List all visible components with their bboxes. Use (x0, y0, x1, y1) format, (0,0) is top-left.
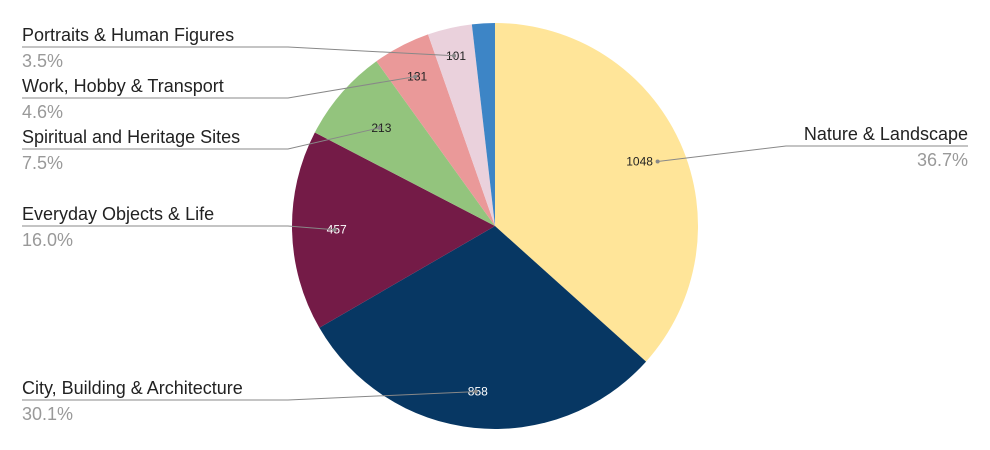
leader-line-portraits-and-human-figures (22, 46, 455, 57)
pie-slice-city-building-and-architecture (319, 226, 647, 429)
pie-slice-spiritual-and-heritage-sites (314, 61, 495, 226)
slice-value-portraits-and-human-figures: 101 (446, 49, 466, 63)
slice-label-city-building-and-architecture: City, Building & Architecture (22, 378, 243, 398)
leader-dot-spiritual-and-heritage-sites (377, 125, 382, 130)
leader-line-everyday-objects-and-life (22, 225, 335, 231)
leader-dot-work-hobby-and-transport (413, 74, 418, 79)
leader-line-city-building-and-architecture (22, 391, 476, 401)
pie-slice-other (471, 22, 495, 226)
leader-dot-portraits-and-human-figures (452, 53, 456, 58)
leader-line-work-hobby-and-transport (22, 76, 416, 99)
slice-value-city-building-and-architecture: 858 (468, 385, 488, 399)
slice-percent-work-hobby-and-transport: 4.6% (22, 102, 63, 122)
pie-slice-everyday-objects-and-life (292, 132, 495, 328)
slice-value-spiritual-and-heritage-sites: 213 (371, 121, 391, 135)
leader-dot-city-building-and-architecture (473, 389, 478, 394)
slice-percent-city-building-and-architecture: 30.1% (22, 404, 73, 424)
leader-lines (22, 46, 968, 401)
slice-percent-nature-and-landscape: 36.7% (917, 150, 968, 170)
leader-dot-everyday-objects-and-life (332, 227, 337, 232)
slice-value-everyday-objects-and-life: 457 (327, 223, 347, 237)
leader-line-nature-and-landscape (657, 145, 968, 162)
slice-label-nature-and-landscape: Nature & Landscape (804, 124, 968, 144)
leader-line-spiritual-and-heritage-sites (22, 127, 380, 150)
slice-label-portraits-and-human-figures: Portraits & Human Figures (22, 25, 234, 45)
slice-label-spiritual-and-heritage-sites: Spiritual and Heritage Sites (22, 127, 240, 147)
slice-category-labels: Nature & Landscape 36.7% City, Building & … (22, 25, 968, 424)
pie-slices (292, 22, 699, 429)
slice-percent-spiritual-and-heritage-sites: 7.5% (22, 153, 63, 173)
pie-slice-portraits-and-human-figures (428, 24, 495, 226)
slice-percent-everyday-objects-and-life: 16.0% (22, 230, 73, 250)
slice-label-everyday-objects-and-life: Everyday Objects & Life (22, 204, 214, 224)
leader-dot-nature-and-landscape (655, 159, 660, 164)
slice-value-labels: 1048 858 457 213 131 101 (327, 49, 654, 399)
slice-percent-portraits-and-human-figures: 3.5% (22, 51, 63, 71)
slice-value-work-hobby-and-transport: 131 (407, 70, 427, 84)
pie-slice-nature-and-landscape (495, 23, 699, 362)
slice-value-nature-and-landscape: 1048 (626, 155, 653, 169)
slice-label-work-hobby-and-transport: Work, Hobby & Transport (22, 76, 224, 96)
pie-slice-work-hobby-and-transport (376, 34, 495, 226)
